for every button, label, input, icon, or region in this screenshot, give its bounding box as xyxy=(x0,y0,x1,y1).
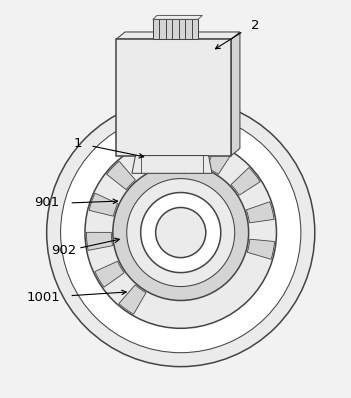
Wedge shape xyxy=(138,142,161,171)
Polygon shape xyxy=(132,156,212,174)
Text: 2: 2 xyxy=(251,19,260,32)
Wedge shape xyxy=(231,168,260,195)
Wedge shape xyxy=(206,145,232,174)
Polygon shape xyxy=(231,32,240,156)
Wedge shape xyxy=(247,239,274,259)
Wedge shape xyxy=(107,161,135,190)
Polygon shape xyxy=(116,39,231,156)
Text: 901: 901 xyxy=(34,197,59,209)
Circle shape xyxy=(141,193,221,273)
Text: 1: 1 xyxy=(74,137,82,150)
Wedge shape xyxy=(119,285,146,314)
Text: 902: 902 xyxy=(52,244,77,257)
Wedge shape xyxy=(95,261,124,287)
Circle shape xyxy=(85,137,277,328)
Polygon shape xyxy=(153,16,202,20)
Text: 1001: 1001 xyxy=(26,291,60,304)
Polygon shape xyxy=(116,32,240,39)
Circle shape xyxy=(61,112,301,353)
Wedge shape xyxy=(246,202,274,223)
Wedge shape xyxy=(89,193,118,216)
Circle shape xyxy=(113,165,249,300)
Circle shape xyxy=(155,207,206,258)
Circle shape xyxy=(47,98,315,367)
Circle shape xyxy=(127,179,235,287)
Polygon shape xyxy=(153,20,198,39)
Wedge shape xyxy=(86,232,113,250)
Wedge shape xyxy=(176,138,194,164)
